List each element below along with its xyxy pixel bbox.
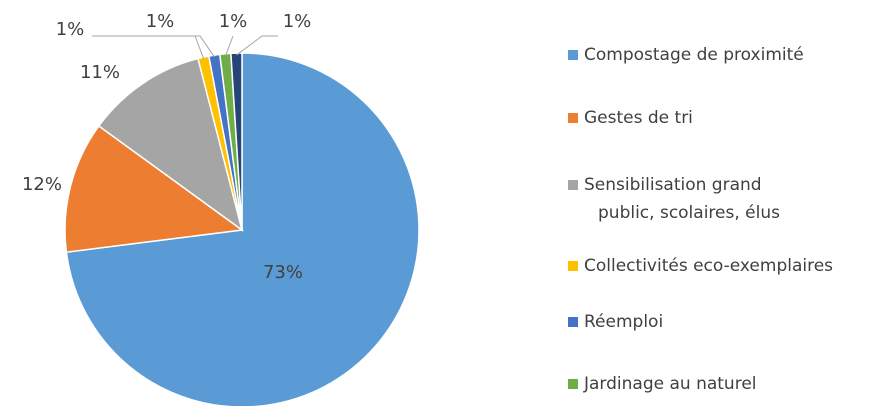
data-label: 1% bbox=[56, 19, 85, 40]
legend-label: Réemploi bbox=[584, 312, 663, 332]
data-label: 11% bbox=[80, 62, 120, 83]
legend-swatch bbox=[568, 180, 578, 190]
legend-swatch bbox=[568, 113, 578, 123]
legend-swatch bbox=[568, 261, 578, 271]
pie-slice bbox=[97, 57, 244, 232]
leader-line bbox=[92, 35, 205, 60]
pie-slice bbox=[64, 124, 244, 254]
legend-swatch bbox=[568, 317, 578, 327]
legend-line: Sensibilisation grand bbox=[584, 175, 762, 195]
leader-line bbox=[178, 35, 216, 58]
legend-label: Collectivités eco-exemplaires bbox=[584, 256, 833, 276]
legend-swatch bbox=[568, 379, 578, 389]
leader-line bbox=[236, 35, 278, 56]
legend-label: Compostage de proximité bbox=[584, 45, 804, 65]
legend-swatch bbox=[568, 50, 578, 60]
pie-slice bbox=[230, 52, 243, 231]
leader-line bbox=[225, 35, 234, 56]
legend-label: Jardinage au naturel bbox=[583, 374, 757, 394]
data-label: 12% bbox=[22, 174, 62, 195]
data-label: 1% bbox=[146, 11, 175, 32]
data-label: 73% bbox=[263, 262, 303, 283]
data-label: 1% bbox=[283, 11, 312, 32]
legend-label: Gestes de tri bbox=[584, 108, 693, 128]
legend-line: public, scolaires, élus bbox=[598, 203, 780, 223]
data-label: 1% bbox=[219, 11, 248, 32]
legend-label: Sensibilisation grand public, scolaires, … bbox=[584, 175, 780, 223]
